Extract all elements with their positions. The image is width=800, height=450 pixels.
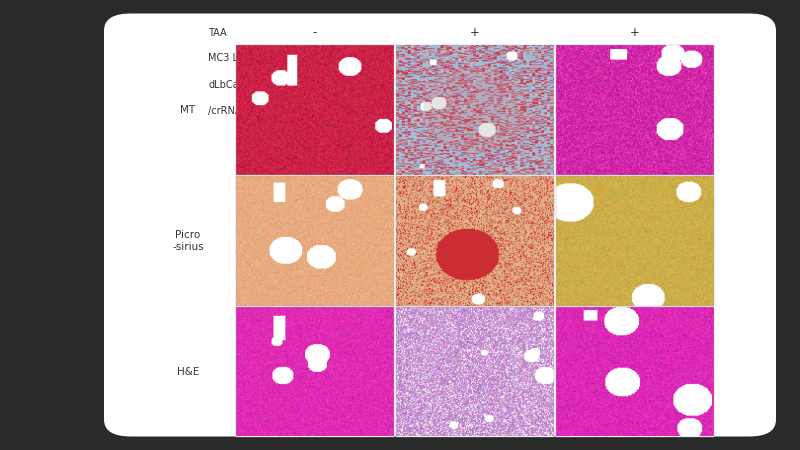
Text: -: - <box>313 51 317 64</box>
Text: -: - <box>473 51 477 64</box>
Text: MT: MT <box>181 105 195 115</box>
Text: H&E: H&E <box>177 367 199 377</box>
Text: +: + <box>470 26 480 39</box>
Text: -: - <box>473 104 477 117</box>
Text: MC3 LNP: MC3 LNP <box>208 53 251 63</box>
Text: +: + <box>630 104 640 117</box>
Text: -: - <box>313 104 317 117</box>
Text: -: - <box>473 79 477 92</box>
Text: +: + <box>630 26 640 39</box>
Text: /crRNA: /crRNA <box>208 106 242 116</box>
Text: -: - <box>313 79 317 92</box>
Text: +: + <box>630 79 640 92</box>
FancyBboxPatch shape <box>104 14 776 436</box>
Text: Picro
-sirius: Picro -sirius <box>172 230 204 252</box>
Text: -: - <box>313 26 317 39</box>
Text: dLbCas12a: dLbCas12a <box>208 81 262 90</box>
Text: TAA: TAA <box>208 27 226 37</box>
Text: ++: ++ <box>625 51 645 64</box>
